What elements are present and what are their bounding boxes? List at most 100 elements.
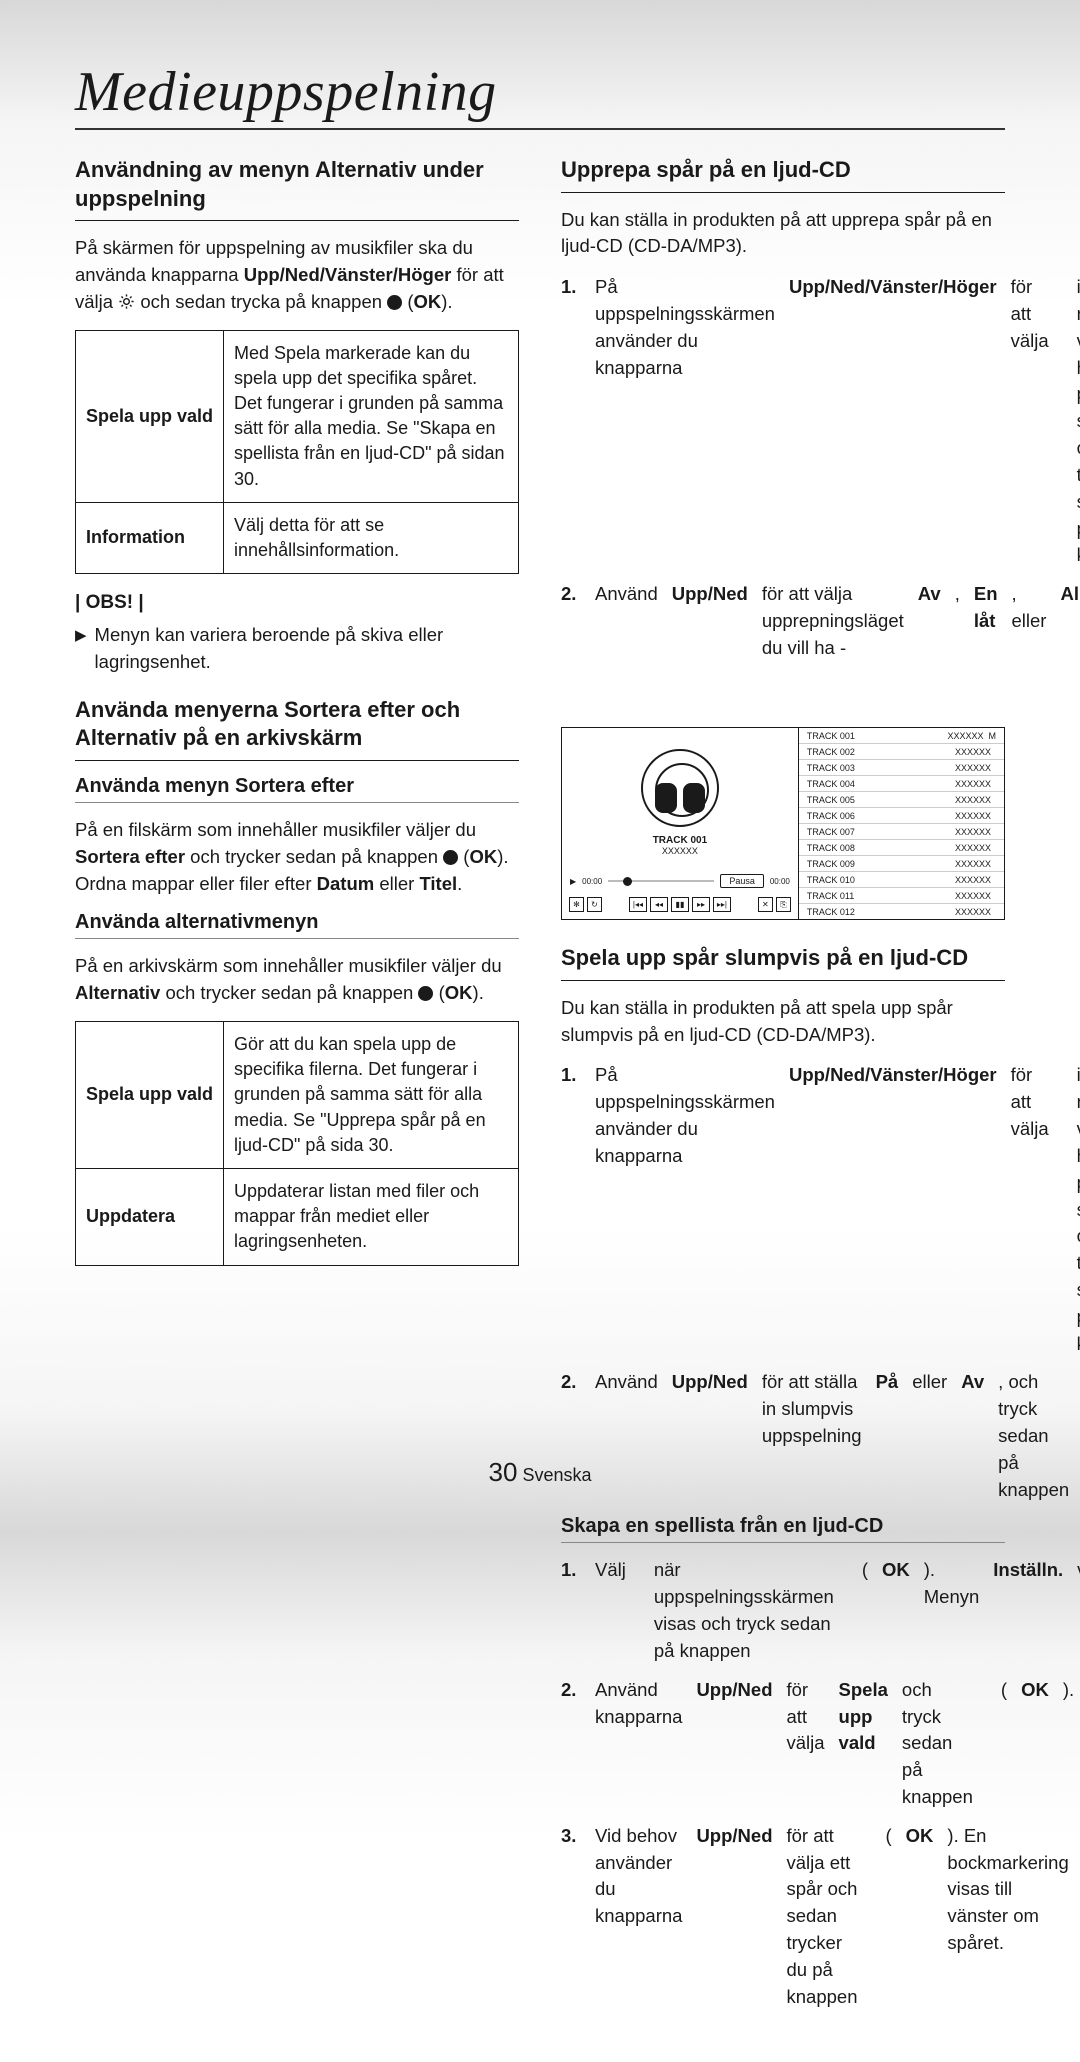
track-val: XXXXXX	[955, 827, 991, 837]
note-label: | OBS! |	[75, 592, 519, 614]
ok-icon	[387, 295, 402, 310]
time-left: 00:00	[582, 877, 602, 886]
gear-icon	[118, 293, 135, 310]
track-row[interactable]: TRACK 002 XXXXXX	[799, 744, 1004, 760]
left-sub2: Använda alternativmenyn	[75, 911, 519, 938]
table-val: Med Spela markerade kan du spela upp det…	[224, 330, 519, 502]
player-mock: TRACK 001 XXXXXX ▶ 00:00 Pausa 00:00 ✻ ↻	[561, 727, 1005, 920]
track-name: TRACK 005	[807, 795, 855, 805]
right-sec1-title: Upprepa spår på en ljud-CD	[561, 156, 1005, 188]
table-val: Uppdaterar listan med filer och mappar f…	[224, 1168, 519, 1265]
right-sec1-para: Du kan ställa in produkten på att upprep…	[561, 207, 1005, 261]
track-val: XXXXXX	[955, 779, 991, 789]
track-val: XXXXXX	[955, 875, 991, 885]
list-item: Välj när uppspelningsskärmen visas och t…	[561, 1557, 1005, 1664]
right-sec3-steps: Välj när uppspelningsskärmen visas och t…	[561, 1557, 1005, 2010]
play-icon[interactable]: ▶	[570, 877, 576, 886]
track-row[interactable]: TRACK 007 XXXXXX	[799, 824, 1004, 840]
next-track-icon[interactable]: ▸▸|	[713, 897, 731, 912]
track-name: TRACK 007	[807, 827, 855, 837]
forward-icon[interactable]: ▸▸	[692, 897, 710, 912]
repeat-icon[interactable]: ↻	[587, 897, 602, 912]
track-name: TRACK 002	[807, 747, 855, 757]
player-left: TRACK 001 XXXXXX ▶ 00:00 Pausa 00:00 ✻ ↻	[562, 728, 799, 919]
shuffle-icon[interactable]: ✕	[758, 897, 773, 912]
divider	[75, 938, 519, 939]
track-row[interactable]: TRACK 006 XXXXXX	[799, 808, 1004, 824]
table-key: Information	[76, 502, 224, 573]
track-val: XXXXXX	[955, 795, 991, 805]
track-row[interactable]: TRACK 008 XXXXXX	[799, 840, 1004, 856]
track-name: TRACK 009	[807, 859, 855, 869]
headphone-icon	[641, 749, 719, 827]
page-number: 30	[489, 1457, 518, 1487]
left-table2: Spela upp vald Gör att du kan spela upp …	[75, 1021, 519, 1266]
ok-icon	[418, 986, 433, 1001]
progress-bar[interactable]	[608, 880, 714, 882]
track-val: XXXXXX	[955, 859, 991, 869]
table-val: Välj detta för att se innehållsinformati…	[224, 502, 519, 573]
divider	[75, 220, 519, 221]
list-item: Använd knapparna Upp/Ned för att välja S…	[561, 1677, 1005, 1811]
list-item: Använd Upp/Ned för att välja upprepnings…	[561, 581, 1005, 715]
divider	[561, 980, 1005, 981]
table-row: Information Välj detta för att se innehå…	[76, 502, 519, 573]
right-sec2-para: Du kan ställa in produkten på att spela …	[561, 995, 1005, 1049]
table-val: Gör att du kan spela upp de specifika fi…	[224, 1022, 519, 1169]
list-item: På uppspelningsskärmen använder du knapp…	[561, 274, 1005, 569]
track-row[interactable]: TRACK 010 XXXXXX	[799, 872, 1004, 888]
track-row[interactable]: TRACK 003 XXXXXX	[799, 760, 1004, 776]
bullet-marker: ▶	[75, 622, 87, 676]
track-name: TRACK 012	[807, 907, 855, 917]
table-key: Uppdatera	[76, 1168, 224, 1265]
rewind-icon[interactable]: ◂◂	[650, 897, 668, 912]
left-sec1-para: På skärmen för uppspelning av musikfiler…	[75, 235, 519, 315]
page-content: Medieuppspelning Användning av menyn Alt…	[0, 0, 1080, 2062]
time-right: 00:00	[770, 877, 790, 886]
settings-icon[interactable]: ✻	[569, 897, 584, 912]
right-sec1-steps: På uppspelningsskärmen använder du knapp…	[561, 274, 1005, 715]
progress-row: ▶ 00:00 Pausa 00:00	[562, 870, 798, 892]
pause-icon[interactable]: ▮▮	[671, 897, 689, 912]
track-row[interactable]: TRACK 005 XXXXXX	[799, 792, 1004, 808]
pause-button[interactable]: Pausa	[720, 874, 764, 888]
table-key: Spela upp vald	[76, 1022, 224, 1169]
track-name: TRACK 008	[807, 843, 855, 853]
left-table1: Spela upp vald Med Spela markerade kan d…	[75, 330, 519, 575]
controls-row: ✻ ↻ |◂◂ ◂◂ ▮▮ ▸▸ ▸▸| ✕ ⎘	[562, 892, 798, 919]
table-row: Spela upp vald Med Spela markerade kan d…	[76, 330, 519, 502]
left-column: Användning av menyn Alternativ under upp…	[75, 156, 519, 2022]
page-footer: 30 Svenska	[0, 1457, 1080, 1488]
table-row: Spela upp vald Gör att du kan spela upp …	[76, 1022, 519, 1169]
album-art-area: TRACK 001 XXXXXX	[562, 728, 798, 870]
track-row[interactable]: TRACK 011 XXXXXX	[799, 888, 1004, 904]
track-row[interactable]: TRACK 004 XXXXXX	[799, 776, 1004, 792]
table-key: Spela upp vald	[76, 330, 224, 502]
list-item: Vid behov använder du knapparna Upp/Ned …	[561, 1823, 1005, 2011]
right-sec2-steps: På uppspelningsskärmen använder du knapp…	[561, 1062, 1005, 1503]
track-name: TRACK 011	[807, 891, 854, 901]
table-row: Uppdatera Uppdaterar listan med filer oc…	[76, 1168, 519, 1265]
now-playing-sub: XXXXXX	[662, 846, 698, 856]
right-column: Upprepa spår på en ljud-CD Du kan ställa…	[561, 156, 1005, 2022]
track-name: TRACK 010	[807, 875, 855, 885]
prev-track-icon[interactable]: |◂◂	[629, 897, 647, 912]
track-val: XXXXXX	[947, 731, 983, 741]
page-lang: Svenska	[522, 1465, 591, 1485]
track-row[interactable]: TRACK 009 XXXXXX	[799, 856, 1004, 872]
list-icon[interactable]: ⎘	[776, 897, 791, 912]
track-name: TRACK 006	[807, 811, 855, 821]
track-name: TRACK 003	[807, 763, 855, 773]
columns: Användning av menyn Alternativ under upp…	[75, 156, 1005, 2022]
right-sec2-title: Spela upp spår slumpvis på en ljud-CD	[561, 944, 1005, 976]
track-val: XXXXXX	[955, 907, 991, 917]
track-val: XXXXXX	[955, 891, 991, 901]
right-sec3-title: Skapa en spellista från en ljud-CD	[561, 1515, 1005, 1542]
track-name: TRACK 004	[807, 779, 855, 789]
track-row[interactable]: TRACK 012 XXXXXX	[799, 904, 1004, 919]
divider	[561, 192, 1005, 193]
list-item: På uppspelningsskärmen använder du knapp…	[561, 1062, 1005, 1357]
now-playing-track: TRACK 001	[653, 835, 707, 846]
track-val: XXXXXX	[955, 763, 991, 773]
track-row[interactable]: TRACK 001 XXXXXX M	[799, 728, 1004, 744]
